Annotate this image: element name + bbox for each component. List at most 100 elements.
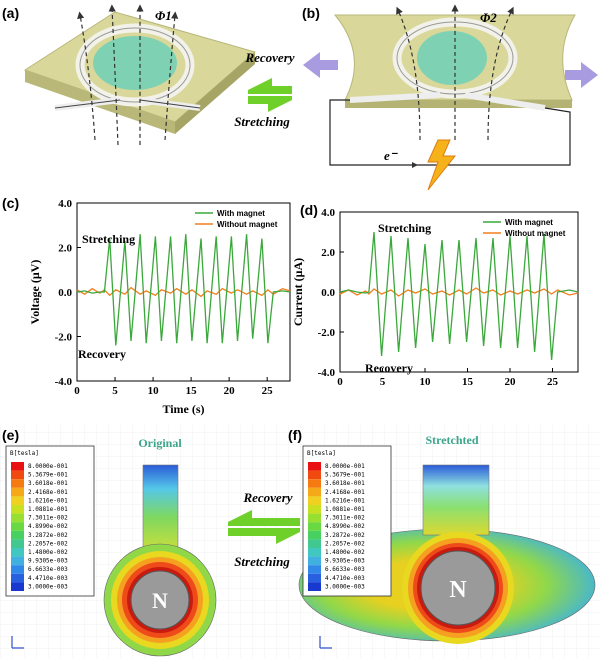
x-tick-label: 20 [505,376,517,388]
colorbar-swatch [11,513,24,523]
colorbar-swatch [308,522,321,531]
colorbar-swatch [11,505,24,514]
y-tick-label: -4.0 [55,376,73,388]
colorbar-swatch [11,530,24,540]
arrow [228,510,300,526]
x-tick-label: 15 [462,376,474,388]
field-original: N [103,464,217,657]
pole-label: N [152,588,168,613]
annotation: Stretching [378,221,431,235]
annotation: Recovery [365,361,413,375]
colorbar-label: 5.3679e-001 [28,472,68,479]
x-tick-label: 20 [224,385,236,397]
colorbar-swatch [308,479,321,488]
state-title: Stretchted [425,433,478,447]
series-line [339,231,579,361]
x-tick-label: 25 [547,376,559,388]
series-line [76,234,291,346]
legend-label: With magnet [505,218,553,227]
colorbar-swatch [11,479,24,488]
colorbar-label: 2.4168e-001 [28,489,68,496]
colorbar-label: 5.3679e-001 [325,472,365,479]
colorbar-label: 3.6018e-001 [28,480,68,487]
colorbar-label: 1.0881e-001 [325,506,365,513]
arrow [248,96,292,112]
y-tick-label: -2.0 [55,332,73,344]
colorbar-swatch [308,573,321,583]
colorbar-swatch [308,496,321,505]
colorbar-label: 2.4168e-001 [325,489,365,496]
x-tick-label: 25 [262,385,274,397]
colorbar-swatch [308,470,321,480]
flux-line [487,6,514,141]
annotation: Recovery [78,347,126,361]
colorbar-swatch [308,530,321,540]
panel-label: (a) [2,5,19,21]
colorbar-label: 3.2872e-002 [325,532,365,539]
colorbar-swatch [11,565,24,574]
colorbar-label: 6.6633e-003 [325,566,365,573]
y-tick-label: 0.0 [321,287,335,299]
legend-label: With magnet [217,209,265,218]
colorbars: B[tesla]8.0000e-0015.3679e-0013.6018e-00… [5,445,392,597]
series-line [339,287,579,297]
recovery-label: Recovery [244,50,294,65]
y-axis-label: Voltage (μV) [28,260,42,325]
coil-edge [79,27,191,103]
x-tick-label: 10 [148,385,160,397]
colorbar-label: 4.4710e-003 [28,575,68,582]
colorbar-label: 2.2057e-002 [28,540,68,547]
arrow [228,528,300,544]
colorbar-label: 7.3011e-002 [28,515,68,522]
y-tick-label: 0.0 [58,287,72,299]
y-tick-label: 4.0 [321,207,335,219]
colorbar-swatch [11,548,24,557]
colorbar-swatch [11,573,24,583]
stretching-label: Stretching [234,114,290,129]
legend-label: Without magnet [217,220,278,229]
magnet [420,550,496,626]
y-tick-label: -4.0 [318,367,336,379]
panel-label: (d) [300,202,318,218]
colorbar-title: B[tesla] [10,450,39,457]
panel-label: (b) [302,5,320,21]
axis-icon [11,636,24,649]
colorbar-label: 3.0000e-003 [325,583,365,590]
magnet-disk [417,31,487,85]
x-tick-label: 5 [112,385,118,397]
panel-a: (a) Φ1 [2,4,257,146]
annotation: Stretching [82,232,135,246]
y-tick-label: 4.0 [58,198,72,210]
y-tick-label: 2.0 [321,247,335,259]
lead [349,92,546,111]
field-stretched: N [298,464,596,644]
legend-label: Without magnet [505,229,566,238]
axis-icons [11,636,332,649]
neck [422,464,490,536]
colorbar-swatch [308,462,321,471]
slab-side [175,52,255,134]
panel-label: (f) [288,427,302,443]
colorbar-label: 9.9305e-003 [28,558,68,565]
y-tick-label: -2.0 [318,327,336,339]
magnet [130,570,190,630]
colorbar-swatch [308,548,321,557]
colorbar-title: B[tesla] [307,450,336,457]
x-tick-label: 15 [186,385,198,397]
transition-arrows: Recovery Stretching [234,50,295,129]
flux-line [396,6,421,141]
pole-label: N [449,577,467,603]
colorbar-swatch [11,496,24,505]
colorbar-label: 8.0000e-001 [325,463,365,470]
stretching-label: Stretching [234,554,290,569]
colorbar-label: 1.4800e-002 [28,549,68,556]
panel-label: (e) [2,427,19,443]
colorbar-swatch [308,556,321,566]
flux-line [77,11,96,141]
colorbar-label: 4.4710e-003 [325,575,365,582]
x-tick-label: 0 [337,376,343,388]
colorbar-swatch [11,582,24,591]
lead-edge [54,99,201,109]
y-tick-label: 2.0 [58,243,72,255]
